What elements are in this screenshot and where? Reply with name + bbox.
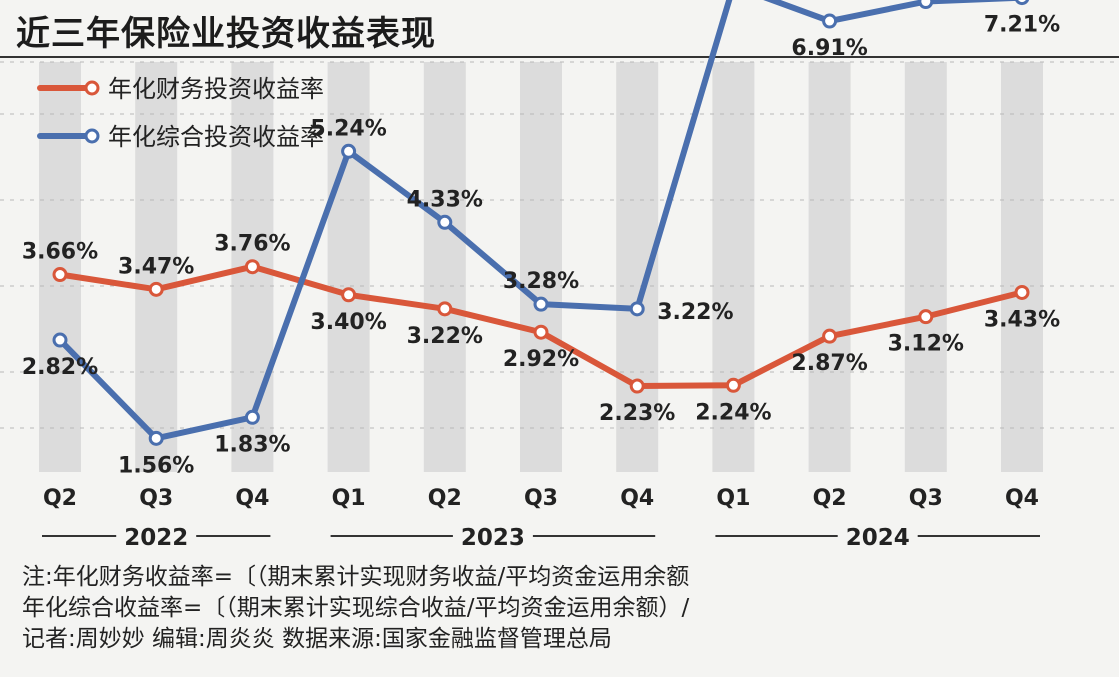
data-point	[918, 0, 934, 10]
data-point	[341, 143, 357, 159]
data-point	[52, 332, 68, 348]
column-band	[135, 62, 178, 472]
year-label: 2022	[124, 525, 188, 551]
data-point	[244, 259, 260, 275]
data-point	[533, 296, 549, 312]
data-point	[148, 430, 164, 446]
data-label: 2.92%	[503, 347, 579, 372]
data-label: 3.40%	[310, 310, 386, 335]
x-tick-label: Q2	[43, 486, 77, 511]
x-tick-label: Q1	[332, 486, 366, 511]
legend-marker	[84, 80, 100, 96]
data-point	[437, 214, 453, 230]
data-label: 5.24%	[310, 116, 386, 141]
data-label: 3.22%	[407, 324, 483, 349]
data-label: 3.43%	[984, 307, 1060, 332]
x-tick-label: Q4	[1005, 486, 1039, 511]
note-financial-formula: 注:年化财务收益率=〔（期末累计实现财务收益/平均资金运用余额	[22, 564, 690, 590]
data-label: 3.66%	[22, 240, 98, 265]
data-label: 2.23%	[599, 401, 675, 426]
data-point	[244, 409, 260, 425]
data-label: 4.33%	[407, 187, 483, 212]
data-point	[629, 301, 645, 317]
data-label: 1.56%	[118, 453, 194, 478]
data-point	[1014, 284, 1030, 300]
data-point	[725, 377, 741, 393]
data-point	[52, 267, 68, 283]
x-tick-label: Q4	[620, 486, 654, 511]
x-tick-label: Q3	[524, 486, 558, 511]
data-point	[822, 328, 838, 344]
note-comprehensive-formula: 年化综合收益率=〔（期末累计实现综合收益/平均资金运用余额）/	[22, 595, 690, 621]
legend-label: 年化财务投资收益率	[108, 75, 324, 103]
data-label: 3.76%	[214, 232, 290, 257]
data-point	[629, 378, 645, 394]
year-label: 2023	[461, 525, 525, 551]
column-band	[423, 62, 466, 472]
data-label: 2.24%	[695, 400, 771, 425]
x-tick-label: Q2	[813, 486, 847, 511]
data-point	[341, 287, 357, 303]
column-band	[904, 62, 947, 472]
data-point	[918, 309, 934, 325]
data-point	[822, 13, 838, 29]
x-tick-label: Q1	[716, 486, 750, 511]
x-tick-label: Q3	[139, 486, 173, 511]
data-label: 2.82%	[22, 355, 98, 380]
x-tick-label: Q4	[235, 486, 269, 511]
x-tick-label: Q2	[428, 486, 462, 511]
data-label: 6.91%	[791, 36, 867, 61]
data-label: 7.21%	[984, 13, 1060, 38]
legend-marker	[84, 128, 100, 144]
data-point	[148, 281, 164, 297]
footnotes: 注:年化财务收益率=〔（期末累计实现财务收益/平均资金运用余额 年化综合收益率=…	[22, 562, 1112, 655]
data-label: 3.12%	[888, 332, 964, 357]
data-label: 3.28%	[503, 269, 579, 294]
column-band	[39, 62, 81, 472]
column-band	[808, 62, 851, 472]
data-point	[437, 301, 453, 317]
x-tick-label: Q3	[909, 486, 943, 511]
data-point	[533, 324, 549, 340]
data-label: 2.87%	[791, 351, 867, 376]
title-rule	[0, 56, 1119, 58]
column-band	[1001, 62, 1043, 472]
chart-title: 近三年保险业投资收益表现	[16, 14, 436, 54]
data-label: 3.22%	[657, 300, 733, 325]
data-label: 3.47%	[118, 254, 194, 279]
note-credits: 记者:周妙妙 编辑:周炎炎 数据来源:国家金融监督管理总局	[22, 626, 612, 652]
line-chart: Q2 Q3 Q4 Q1 Q2 Q3 Q4 Q1 Q2 Q3 Q4 2022 2023 2024 年化财务投资…	[0, 0, 1119, 551]
data-label: 1.83%	[214, 432, 290, 457]
data-point	[1014, 0, 1030, 6]
year-label: 2024	[846, 525, 910, 551]
column-band	[520, 62, 562, 472]
column-band	[327, 62, 370, 472]
column-band	[712, 62, 755, 472]
legend-label: 年化综合投资收益率	[108, 123, 324, 151]
